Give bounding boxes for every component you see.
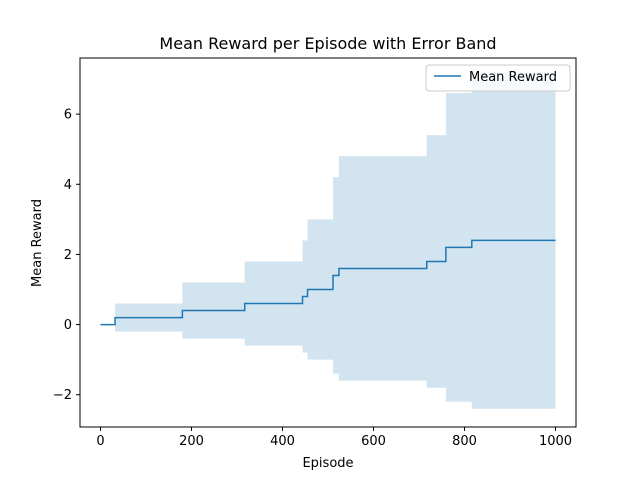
legend: Mean Reward [425,64,571,92]
x-axis-label: Episode [302,456,353,471]
chart-title: Mean Reward per Episode with Error Band [159,34,496,53]
legend-entry-mean-reward: Mean Reward [469,70,557,85]
x-axis-ticks: 0 200 400 600 800 1000 [96,427,572,449]
y-axis-ticks: −2 0 2 4 6 [53,108,80,403]
x-tick-label: 800 [452,434,477,449]
y-tick-label: 6 [64,108,72,123]
x-tick-label: 400 [270,434,295,449]
x-tick-label: 200 [179,434,204,449]
plot-area [100,72,556,409]
x-tick-label: 1000 [539,434,572,449]
y-tick-label: 4 [64,178,72,193]
y-tick-label: 0 [64,318,72,333]
mean-reward-line-group [100,239,556,326]
y-tick-label: −2 [53,388,72,403]
mean-reward-line [100,239,556,326]
y-tick-label: 2 [64,248,72,263]
x-tick-label: 0 [96,434,104,449]
y-axis-label: Mean Reward [30,199,45,287]
legend-box [425,64,571,92]
x-tick-label: 600 [361,434,386,449]
axes-frame [79,57,577,428]
